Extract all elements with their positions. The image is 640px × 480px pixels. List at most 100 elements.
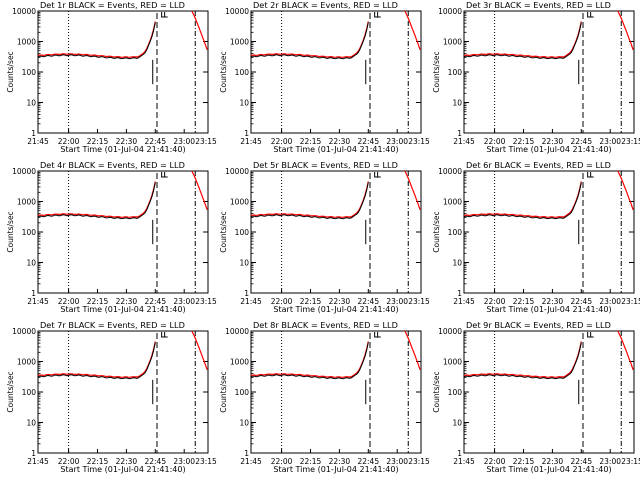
x-tick-label: 22:15 <box>300 137 322 146</box>
x-tick-label: 22:00 <box>271 297 293 306</box>
y-tick-label: 10 <box>239 419 249 428</box>
x-tick-label: 22:45 <box>144 137 166 146</box>
events-series-line <box>250 342 369 380</box>
lld-series-line <box>463 341 582 378</box>
y-tick-label: 1 <box>244 129 249 138</box>
x-tick-label: 22:15 <box>87 457 109 466</box>
plot-frame <box>37 170 209 294</box>
y-tick-label: 100 <box>22 228 37 237</box>
x-tick-label: 21:45 <box>27 457 49 466</box>
x-tick-label: 23:00 <box>173 297 195 306</box>
y-tick-label: 100 <box>22 68 37 77</box>
x-tick-label: 23:15 <box>408 457 430 466</box>
x-tick-label: 22:30 <box>542 137 564 146</box>
x-tick-label: 21:45 <box>453 457 475 466</box>
detector-panel: Det 6r BLACK = Events, RED = LLD 1 10 100 10… <box>432 160 640 314</box>
x-tick-label: 22:15 <box>513 297 535 306</box>
x-tick-label: 23:15 <box>195 457 217 466</box>
lld-series-line <box>250 341 369 378</box>
events-series-line <box>37 182 156 220</box>
y-tick-label: 1000 <box>443 198 462 207</box>
x-tick-label: 23:00 <box>386 137 408 146</box>
x-tick-label: 22:15 <box>87 137 109 146</box>
y-tick-label: 10000 <box>225 327 249 336</box>
saa-marker <box>374 332 381 338</box>
y-tick-label: 10000 <box>438 7 462 16</box>
plot-frame <box>250 330 422 454</box>
saa-marker <box>587 172 594 178</box>
y-tick-label: 100 <box>235 228 250 237</box>
events-series-line <box>463 342 582 380</box>
plot-frame <box>37 330 209 454</box>
y-axis-label: Counts/sec <box>6 211 15 252</box>
x-tick-label: 23:15 <box>621 137 640 146</box>
lld-series-line-tail <box>617 170 634 210</box>
lld-series-line-tail <box>404 170 421 210</box>
x-tick-label: 22:30 <box>116 297 138 306</box>
y-tick-label: 1 <box>31 449 36 458</box>
x-axis-label: Start Time (01-Jul-04 21:41:40) <box>60 465 185 474</box>
y-tick-label: 1000 <box>443 358 462 367</box>
x-tick-label: 22:15 <box>513 137 535 146</box>
y-tick-label: 1 <box>31 129 36 138</box>
y-tick-label: 1000 <box>443 38 462 47</box>
plot-frame <box>463 170 635 294</box>
x-tick-label: 21:45 <box>27 297 49 306</box>
x-tick-label: 22:45 <box>357 137 379 146</box>
x-tick-label: 22:45 <box>570 457 592 466</box>
x-tick-label: 22:45 <box>357 297 379 306</box>
lld-series-line-tail <box>191 10 208 51</box>
y-axis-label: Counts/sec <box>219 371 228 412</box>
x-tick-label: 22:45 <box>570 137 592 146</box>
events-series-line <box>37 342 156 380</box>
panel-title: Det 9r BLACK = Events, RED = LLD <box>466 320 611 330</box>
x-tick-label: 23:15 <box>195 297 217 306</box>
y-axis-label: Counts/sec <box>6 51 15 92</box>
y-tick-label: 10 <box>239 259 249 268</box>
detector-panel: Det 8r BLACK = Events, RED = LLD 1 10 100 10… <box>219 320 430 474</box>
detector-panel: Det 2r BLACK = Events, RED = LLD 1 10 100 10… <box>219 0 430 154</box>
lld-series-line <box>37 341 156 378</box>
lld-series-line-tail <box>191 330 208 371</box>
events-series-line <box>463 22 582 60</box>
panel-title: Det 3r BLACK = Events, RED = LLD <box>466 0 611 10</box>
x-tick-label: 21:45 <box>240 297 262 306</box>
y-tick-label: 10000 <box>12 167 36 176</box>
y-tick-label: 1000 <box>230 38 249 47</box>
y-tick-label: 10000 <box>438 327 462 336</box>
x-tick-label: 22:30 <box>329 297 351 306</box>
panel-title: Det 6r BLACK = Events, RED = LLD <box>466 160 611 170</box>
panel-title: Det 2r BLACK = Events, RED = LLD <box>253 0 398 10</box>
x-tick-label: 22:30 <box>116 457 138 466</box>
events-series-line <box>463 182 582 220</box>
x-tick-label: 22:00 <box>484 297 506 306</box>
lld-series-line-tail <box>617 330 634 370</box>
x-tick-label: 23:15 <box>621 297 640 306</box>
y-tick-label: 100 <box>448 388 463 397</box>
x-tick-label: 21:45 <box>240 137 262 146</box>
x-axis-label: Start Time (01-Jul-04 21:41:40) <box>486 465 611 474</box>
y-axis-label: Counts/sec <box>432 211 441 252</box>
x-tick-label: 22:00 <box>484 457 506 466</box>
y-tick-label: 100 <box>22 388 37 397</box>
x-tick-label: 22:00 <box>271 137 293 146</box>
x-tick-label: 22:15 <box>300 457 322 466</box>
x-axis-label: Start Time (01-Jul-04 21:41:40) <box>273 305 398 314</box>
plot-frame <box>463 10 635 134</box>
y-tick-label: 1 <box>244 449 249 458</box>
x-tick-label: 21:45 <box>453 297 475 306</box>
x-tick-label: 22:00 <box>58 137 80 146</box>
y-tick-label: 100 <box>448 228 463 237</box>
x-tick-label: 22:45 <box>570 297 592 306</box>
x-tick-label: 22:15 <box>513 457 535 466</box>
lld-series-line <box>250 21 369 58</box>
y-tick-label: 1 <box>457 449 462 458</box>
y-tick-label: 1000 <box>17 198 36 207</box>
y-tick-label: 10 <box>26 419 36 428</box>
x-axis-label: Start Time (01-Jul-04 21:41:40) <box>60 305 185 314</box>
lld-series-line-tail <box>191 170 208 211</box>
x-tick-label: 22:15 <box>300 297 322 306</box>
y-tick-label: 1 <box>457 289 462 298</box>
x-tick-label: 23:15 <box>195 137 217 146</box>
